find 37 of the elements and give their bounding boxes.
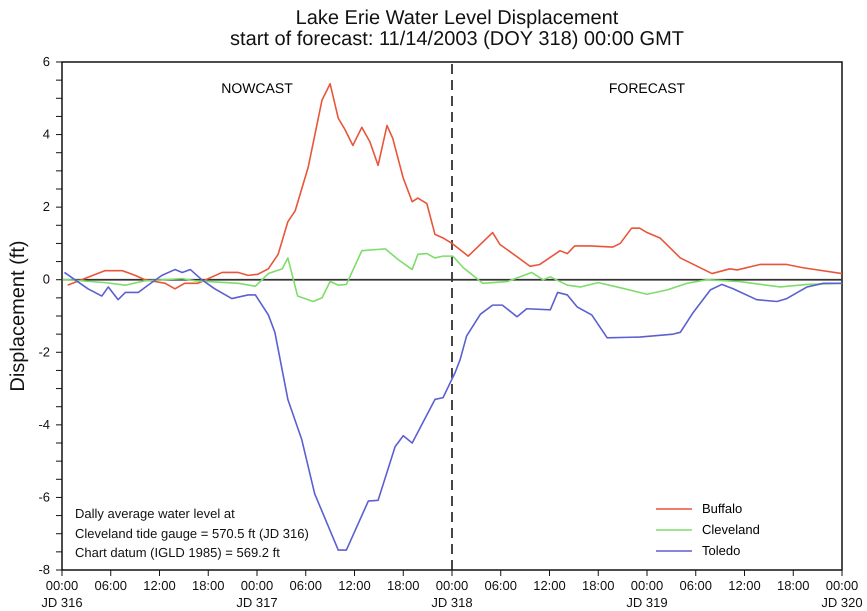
x-tick-label: 18:00: [386, 578, 420, 593]
x-tick-label: 12:00: [338, 578, 371, 593]
y-tick-label: -8: [38, 562, 50, 577]
y-tick-label: 4: [42, 126, 50, 142]
annotation: Dally average water level at: [75, 505, 236, 523]
x-tick-label: 18:00: [192, 578, 225, 593]
annotation: NOWCAST: [220, 80, 294, 96]
x-tick-label: 00:00 JD 320: [821, 578, 863, 610]
y-tick-label: 2: [42, 199, 50, 214]
x-tick-label: 00:00 JD 317: [236, 578, 278, 610]
x-tick-label: 06:00: [94, 578, 128, 593]
x-tick-label: 12:00: [143, 578, 176, 593]
x-tick-label: 12:00: [728, 578, 761, 593]
y-tick-label: -6: [38, 489, 50, 504]
x-tick-label: 18:00: [776, 578, 810, 593]
legend-label: Cleveland: [702, 522, 760, 537]
x-tick-label: 06:00: [679, 578, 712, 593]
y-tick-label: -4: [38, 416, 50, 432]
x-tick-label: 06:00: [289, 578, 322, 593]
x-tick-label: 18:00: [582, 578, 615, 593]
chart-subtitle: start of forecast: 11/14/2003 (DOY 318) 00:00 GMT: [229, 28, 685, 50]
x-tick-label: 12:00: [533, 578, 566, 593]
x-tick-label: 00:00 JD 316: [41, 578, 83, 610]
annotation: Chart datum (IGLD 1985) = 569.2 ft: [75, 544, 281, 562]
line-series: [66, 82, 842, 290]
annotation: Cleveland tide gauge = 570.5 ft (JD 316): [75, 524, 309, 543]
y-tick-label: -2: [38, 344, 50, 360]
x-tick-label: 00:00 JD 318: [431, 578, 473, 610]
x-tick-label: 00:00 JD 319: [626, 578, 668, 610]
chart-title: Lake Erie Water Level Displacement: [294, 7, 620, 29]
legend-label: Toledo: [702, 543, 740, 558]
x-tick-label: 06:00: [484, 578, 518, 593]
y-tick-label: 6: [42, 54, 50, 69]
legend-label: Buffalo: [702, 501, 742, 516]
annotation: FORECAST: [608, 80, 686, 96]
y-axis-title: Displacement (ft): [7, 240, 29, 392]
y-tick-label: 0: [42, 272, 50, 287]
